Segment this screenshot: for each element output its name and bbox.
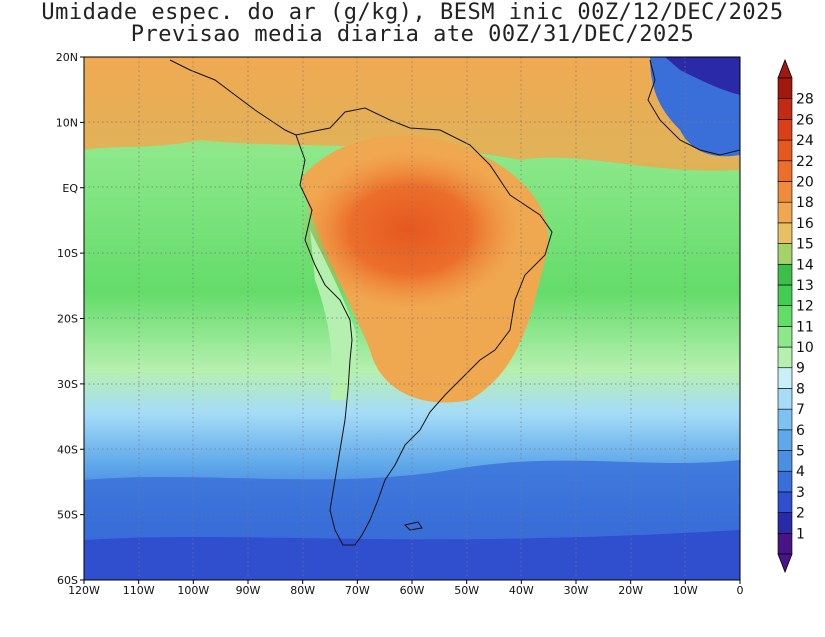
colorbar-label: 9 <box>796 361 805 377</box>
lon-tick-label: 20W <box>618 584 643 597</box>
colorbar-label: 20 <box>796 174 814 190</box>
colorbar-label: 6 <box>796 423 805 439</box>
colorbar-label: 14 <box>796 257 814 273</box>
colorbar-label: 2 <box>796 506 805 522</box>
central-america-outline <box>169 59 297 136</box>
colorbar-label: 1 <box>796 526 805 542</box>
colorbar-segment <box>777 450 793 472</box>
lat-tick-label: 10N <box>56 116 78 129</box>
lon-tick-label: 70W <box>345 584 370 597</box>
latitude-axis: 20N 10N EQ 10S 20S 30S 40S 50S 60S <box>56 51 84 587</box>
colorbar-segment <box>777 470 793 493</box>
colorbar-segment <box>777 408 793 431</box>
coastlines <box>169 59 740 546</box>
colorbar-label: 10 <box>796 340 814 356</box>
colorbar-segment <box>777 512 793 534</box>
lat-tick-label: 20N <box>56 51 78 64</box>
colorbar-segment <box>777 181 793 203</box>
lon-tick-label: 30W <box>564 584 589 597</box>
colorbar-segment <box>777 263 793 286</box>
andes-dry-strip <box>310 230 357 400</box>
colorbar-label: 13 <box>796 278 814 294</box>
colorbar-segment <box>777 429 793 451</box>
title-line-2: Previsao media diaria ate 00Z/31/DEC/202… <box>130 22 695 47</box>
lon-tick-label: 90W <box>236 584 261 597</box>
lat-tick-label: 40S <box>57 443 78 456</box>
lon-tick-label: 0 <box>737 584 744 597</box>
lon-tick-label: 100W <box>177 584 209 597</box>
lon-tick-label: 40W <box>509 584 534 597</box>
colorbar-segment <box>777 346 793 369</box>
colorbar-label: 3 <box>796 485 805 501</box>
colorbar-segment <box>777 326 793 348</box>
shaded-field <box>84 57 740 580</box>
colorbar-segment <box>777 139 793 162</box>
colorbar-label: 5 <box>796 444 805 460</box>
colorbar-segment <box>777 367 793 389</box>
amazon-core <box>300 150 520 310</box>
chart-title: Umidade espec. do ar (g/kg), BESM inic 0… <box>0 2 825 46</box>
colorbar-label: 24 <box>796 133 814 149</box>
colorbar-top-arrow <box>777 58 793 79</box>
colorbar-label: 8 <box>796 381 805 397</box>
title-line-1: Umidade espec. do ar (g/kg), BESM inic 0… <box>41 0 784 25</box>
colorbar-label: 26 <box>796 112 814 128</box>
lon-tick-label: 120W <box>68 584 100 597</box>
lat-tick-label: 60S <box>57 574 78 587</box>
lon-tick-label: 10W <box>673 584 698 597</box>
far-south-band <box>84 530 740 580</box>
lat-tick-label: EQ <box>62 182 78 195</box>
graticule <box>84 57 740 580</box>
colorbar-label: 28 <box>796 92 814 108</box>
colorbar-label: 22 <box>796 154 814 170</box>
lon-tick-label: 50W <box>454 584 479 597</box>
colorbar-label: 18 <box>796 195 814 211</box>
lon-tick-label: 80W <box>290 584 315 597</box>
colorbar-segment <box>777 305 793 327</box>
colorbar-label: 4 <box>796 464 805 480</box>
colorbar-segment <box>777 284 793 306</box>
lat-tick-label: 20S <box>57 313 78 326</box>
colorbar-segment <box>777 98 793 120</box>
lon-tick-label: 60W <box>400 584 425 597</box>
colorbar-segment <box>777 222 793 244</box>
colorbar-segment <box>777 160 793 182</box>
colorbar-segment <box>777 388 793 410</box>
colorbar-label: 11 <box>796 319 814 335</box>
colorbar-bottom-arrow <box>777 553 793 574</box>
africa-outline <box>647 59 740 156</box>
colorbar-label: 16 <box>796 216 814 232</box>
lon-tick-label: 110W <box>123 584 155 597</box>
colorbar-label: 12 <box>796 299 814 315</box>
colorbar-segment <box>777 533 793 555</box>
colorbar-label: 7 <box>796 402 805 418</box>
lat-tick-label: 30S <box>57 378 78 391</box>
colorbar-segment <box>777 201 793 224</box>
colorbar-label: 15 <box>796 237 814 253</box>
colorbar-segment <box>777 119 793 141</box>
lat-tick-label: 50S <box>57 509 78 522</box>
south-america-outline <box>295 107 553 546</box>
colorbar-segment <box>777 491 793 513</box>
falklands-outline <box>404 521 423 531</box>
lat-tick-label: 10S <box>57 247 78 260</box>
colorbar-segment <box>777 243 793 265</box>
colorbar-segment <box>777 77 793 99</box>
longitude-axis: 120W 110W 100W 90W 80W 70W 60W 50W 40W 30W 20W 10W 0 <box>68 580 744 597</box>
west-africa-core <box>665 57 740 95</box>
